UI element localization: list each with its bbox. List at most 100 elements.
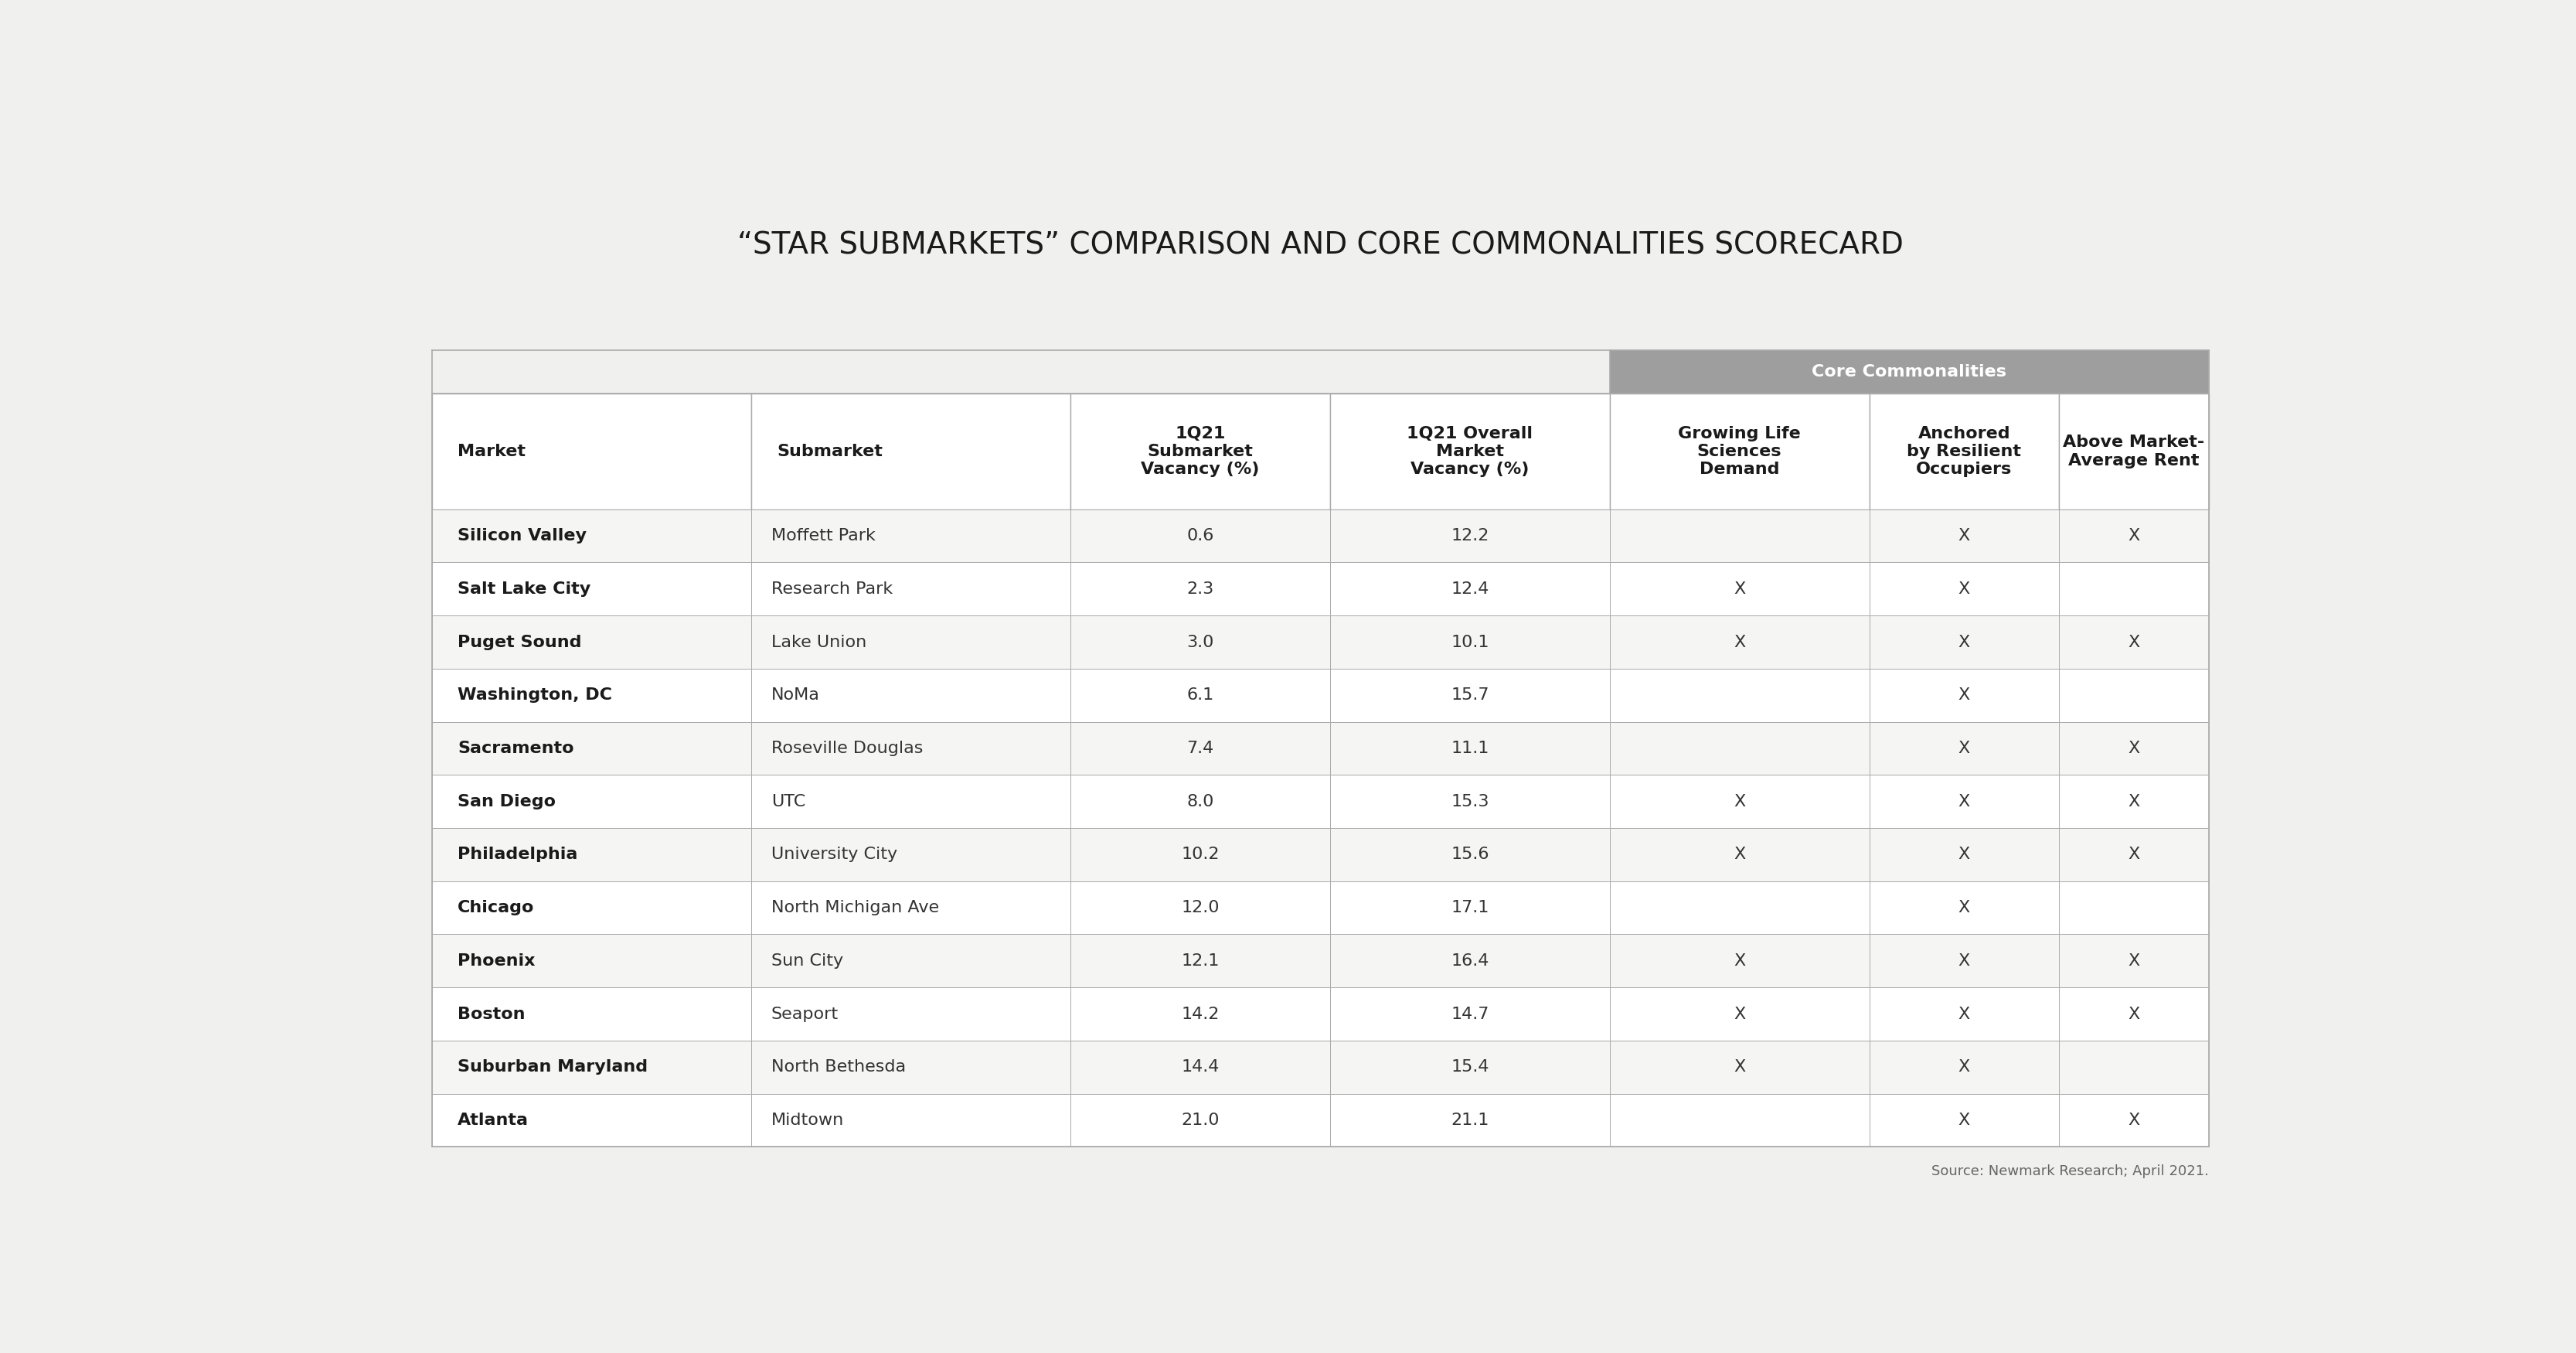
Text: Philadelphia: Philadelphia xyxy=(459,847,577,862)
Bar xyxy=(752,394,1072,509)
Text: X: X xyxy=(1958,794,1971,809)
Bar xyxy=(433,668,752,721)
Bar xyxy=(1329,988,1610,1040)
Bar xyxy=(1329,1040,1610,1093)
Bar xyxy=(1610,881,1870,935)
Bar xyxy=(1610,935,1870,988)
Text: 12.4: 12.4 xyxy=(1450,582,1489,597)
Bar xyxy=(1870,563,2058,616)
Bar xyxy=(1072,881,1329,935)
Text: Moffett Park: Moffett Park xyxy=(770,528,876,544)
Text: Washington, DC: Washington, DC xyxy=(459,687,613,704)
Bar xyxy=(1329,509,1610,563)
Bar xyxy=(1329,668,1610,721)
Text: X: X xyxy=(2128,1007,2141,1022)
Text: X: X xyxy=(1734,794,1747,809)
Bar xyxy=(1072,828,1329,881)
Text: 14.2: 14.2 xyxy=(1182,1007,1218,1022)
Bar xyxy=(752,1040,1072,1093)
Bar xyxy=(1610,350,2208,394)
Bar xyxy=(2058,563,2208,616)
Bar xyxy=(752,775,1072,828)
Bar xyxy=(1329,775,1610,828)
Text: University City: University City xyxy=(770,847,896,862)
Bar xyxy=(433,828,752,881)
Text: 15.3: 15.3 xyxy=(1450,794,1489,809)
Text: Suburban Maryland: Suburban Maryland xyxy=(459,1059,649,1074)
Text: X: X xyxy=(1734,635,1747,649)
Bar xyxy=(1610,616,1870,668)
Text: Anchored
by Resilient
Occupiers: Anchored by Resilient Occupiers xyxy=(1906,426,2022,478)
Text: Growing Life
Sciences
Demand: Growing Life Sciences Demand xyxy=(1677,426,1801,478)
Bar xyxy=(433,563,752,616)
Bar xyxy=(1329,394,1610,509)
Text: 0.6: 0.6 xyxy=(1188,528,1213,544)
Text: X: X xyxy=(1958,953,1971,969)
Text: X: X xyxy=(2128,953,2141,969)
Text: 12.1: 12.1 xyxy=(1182,953,1218,969)
Text: Salt Lake City: Salt Lake City xyxy=(459,582,590,597)
Text: Atlanta: Atlanta xyxy=(459,1112,528,1128)
Bar xyxy=(1329,616,1610,668)
Bar xyxy=(2058,988,2208,1040)
Bar xyxy=(1870,616,2058,668)
Text: Research Park: Research Park xyxy=(770,582,894,597)
Bar xyxy=(752,721,1072,775)
Bar xyxy=(433,1040,752,1093)
Text: 21.1: 21.1 xyxy=(1450,1112,1489,1128)
Text: X: X xyxy=(2128,528,2141,544)
Text: X: X xyxy=(1734,953,1747,969)
Bar xyxy=(1870,1040,2058,1093)
Bar xyxy=(1072,394,1329,509)
Bar xyxy=(1072,668,1329,721)
Bar xyxy=(2058,721,2208,775)
Bar xyxy=(752,935,1072,988)
Bar xyxy=(1610,563,1870,616)
Text: X: X xyxy=(1734,1007,1747,1022)
Bar xyxy=(752,1093,1072,1147)
Bar xyxy=(433,616,752,668)
Bar xyxy=(1072,775,1329,828)
Text: X: X xyxy=(1958,635,1971,649)
Bar xyxy=(1329,881,1610,935)
Bar xyxy=(752,563,1072,616)
Bar xyxy=(1610,668,1870,721)
Text: X: X xyxy=(2128,794,2141,809)
Text: 12.2: 12.2 xyxy=(1450,528,1489,544)
Text: 14.4: 14.4 xyxy=(1182,1059,1218,1074)
Bar xyxy=(1610,509,1870,563)
Text: 12.0: 12.0 xyxy=(1182,900,1218,916)
Bar xyxy=(2058,394,2208,509)
Bar xyxy=(1610,1093,1870,1147)
Bar xyxy=(752,616,1072,668)
Text: X: X xyxy=(2128,847,2141,862)
Text: X: X xyxy=(1958,528,1971,544)
Bar xyxy=(1072,563,1329,616)
Text: San Diego: San Diego xyxy=(459,794,556,809)
Bar xyxy=(1870,828,2058,881)
Bar xyxy=(1870,394,2058,509)
Bar xyxy=(2058,668,2208,721)
Text: 6.1: 6.1 xyxy=(1188,687,1213,704)
Bar xyxy=(752,881,1072,935)
Text: 16.4: 16.4 xyxy=(1450,953,1489,969)
Bar xyxy=(1072,988,1329,1040)
Text: X: X xyxy=(1958,1059,1971,1074)
Text: X: X xyxy=(1958,1112,1971,1128)
Text: 8.0: 8.0 xyxy=(1188,794,1213,809)
Bar xyxy=(1610,828,1870,881)
Text: 2.3: 2.3 xyxy=(1188,582,1213,597)
Bar xyxy=(433,935,752,988)
Bar xyxy=(1870,988,2058,1040)
Text: Seaport: Seaport xyxy=(770,1007,840,1022)
Text: Boston: Boston xyxy=(459,1007,526,1022)
Text: 7.4: 7.4 xyxy=(1188,740,1213,756)
Bar xyxy=(2058,775,2208,828)
Text: 1Q21 Overall
Market
Vacancy (%): 1Q21 Overall Market Vacancy (%) xyxy=(1406,426,1533,478)
Text: X: X xyxy=(1958,847,1971,862)
Bar xyxy=(433,881,752,935)
Bar xyxy=(1610,988,1870,1040)
Text: X: X xyxy=(1958,1007,1971,1022)
Bar xyxy=(1072,1093,1329,1147)
Text: “STAR SUBMARKETS” COMPARISON AND CORE COMMONALITIES SCORECARD: “STAR SUBMARKETS” COMPARISON AND CORE CO… xyxy=(737,231,1904,260)
